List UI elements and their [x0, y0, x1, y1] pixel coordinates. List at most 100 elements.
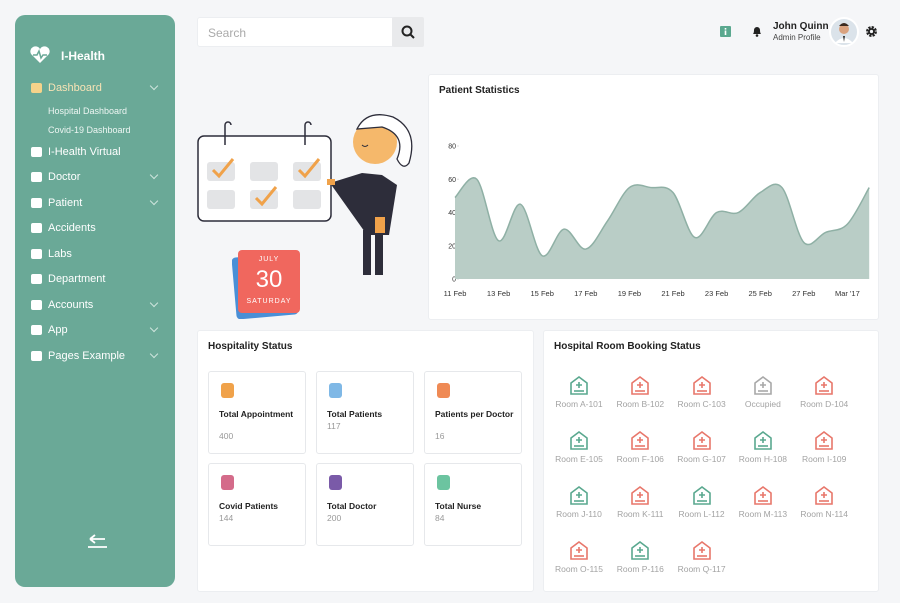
room-icon-cross	[698, 547, 705, 553]
area	[455, 177, 870, 279]
tile-value: 400	[219, 431, 234, 441]
y-tick-label: 0	[452, 277, 456, 284]
tile-icon	[221, 475, 234, 490]
room-icon-shape	[570, 541, 588, 560]
room-label: Room A-101	[555, 399, 603, 409]
room-icon-cross	[821, 437, 828, 443]
room-label: Room Q-117	[677, 564, 726, 574]
chevron	[149, 196, 159, 206]
room-icon-shape	[570, 431, 588, 450]
room-icon-shape	[692, 431, 711, 450]
info-icon[interactable]	[720, 26, 732, 38]
avatar[interactable]	[829, 17, 859, 47]
room-label: Room D-104	[800, 399, 849, 409]
x-tick-label: 17 Feb	[574, 289, 597, 298]
submenu-item[interactable]: Covid-19 Dashboard	[48, 125, 131, 135]
menu-item[interactable]: App	[48, 324, 68, 336]
room-icon	[631, 541, 650, 560]
icon	[31, 223, 42, 233]
room-icon	[692, 376, 711, 395]
x-tick-label: 13 Feb	[487, 289, 510, 298]
tile-label: Total Nurse	[435, 501, 482, 511]
tile-icon	[437, 475, 450, 490]
chart: 0 20 40 60 80 11 Feb 13 Feb 15 Feb 17 Feb 19 Feb 2…	[444, 144, 870, 298]
room-icon	[631, 376, 650, 395]
icon	[31, 83, 42, 93]
room-icon-shape	[631, 541, 650, 560]
search-button[interactable]	[392, 17, 424, 47]
room-icon-shape	[631, 376, 650, 395]
room-icon-shape	[815, 486, 833, 505]
tile-icon	[437, 383, 450, 398]
room-label: Room N-114	[800, 509, 848, 519]
brand-logo	[30, 46, 50, 63]
room-icon	[570, 486, 588, 505]
chart-card: Patient Statistics 0 20 40 60 80 11 Feb 13 Feb…	[428, 74, 879, 320]
room-icon-cross	[698, 492, 705, 498]
room-icon	[570, 541, 588, 560]
submenu-item[interactable]: Hospital Dashboard	[48, 106, 128, 116]
room-icon-cross	[821, 492, 828, 498]
calendar-day: 30	[255, 266, 283, 293]
room-icon-shape	[815, 376, 833, 395]
settings-icon[interactable]	[865, 25, 878, 38]
chevron	[149, 323, 159, 333]
status-tile: Total Patients 117	[316, 371, 414, 454]
menu-item[interactable]: Accidents	[48, 222, 96, 234]
menu-item[interactable]: Department	[48, 273, 106, 285]
chevron	[149, 349, 159, 359]
room-icon-shape	[570, 376, 588, 395]
menu-item[interactable]: Doctor	[48, 171, 81, 183]
x-tick-label: 19 Feb	[618, 289, 641, 298]
room-label: Room I-109	[801, 454, 847, 464]
collapse-button[interactable]	[87, 533, 109, 549]
menu-item[interactable]: Accounts	[48, 299, 94, 311]
room-icon	[754, 431, 772, 450]
chevron	[149, 298, 159, 308]
room-icon	[570, 376, 588, 395]
room-icon-cross	[698, 437, 705, 443]
room-icon-shape	[692, 541, 711, 560]
card-title: Hospital Room Booking Status	[554, 341, 701, 352]
room-label: Room O-115	[554, 564, 604, 574]
room-icon-shape	[631, 486, 650, 505]
room-label: Room L-112	[678, 509, 725, 519]
room-icon-cross	[576, 547, 582, 553]
status-tile: Covid Patients 144	[208, 463, 306, 546]
menu-item[interactable]: Pages Example	[48, 350, 126, 362]
chevron	[149, 170, 159, 180]
room-icon-cross	[759, 492, 766, 498]
room-icon	[815, 431, 833, 450]
tile-value: 16	[435, 431, 445, 441]
room-icon-shape	[692, 376, 711, 395]
search-input[interactable]: Search	[197, 17, 393, 47]
room-label: Room H-108	[738, 454, 787, 464]
room-icon-cross	[637, 547, 644, 553]
room-icon-cross	[698, 382, 705, 388]
x-tick-label: 27 Feb	[792, 289, 815, 298]
menu-item[interactable]: Dashboard	[48, 82, 102, 94]
chevron	[149, 81, 159, 91]
icon	[31, 351, 42, 361]
room-icon-cross	[576, 492, 582, 498]
user-role: Admin Profile	[773, 33, 821, 42]
menu-item[interactable]: Labs	[48, 248, 72, 260]
menu-item[interactable]: I-Health Virtual	[48, 146, 121, 158]
bell-icon[interactable]	[751, 25, 763, 38]
room-icon-shape	[754, 486, 772, 505]
tile-label: Covid Patients	[219, 501, 279, 511]
search-placeholder: Search	[208, 26, 247, 40]
room-icon-shape	[570, 486, 588, 505]
x-tick-label: Mar '17	[835, 289, 860, 298]
menu-item[interactable]: Patient	[48, 197, 83, 209]
room-icon-cross	[637, 437, 644, 443]
icon	[31, 198, 42, 208]
room-label: Room B-102	[616, 399, 665, 409]
area-line	[454, 177, 870, 257]
tile-icon	[329, 475, 342, 490]
icon	[31, 249, 42, 259]
tile-value: 200	[327, 513, 342, 523]
calendar-card	[232, 250, 300, 319]
room-icon	[631, 486, 650, 505]
y-tick-label: 40	[448, 210, 456, 217]
